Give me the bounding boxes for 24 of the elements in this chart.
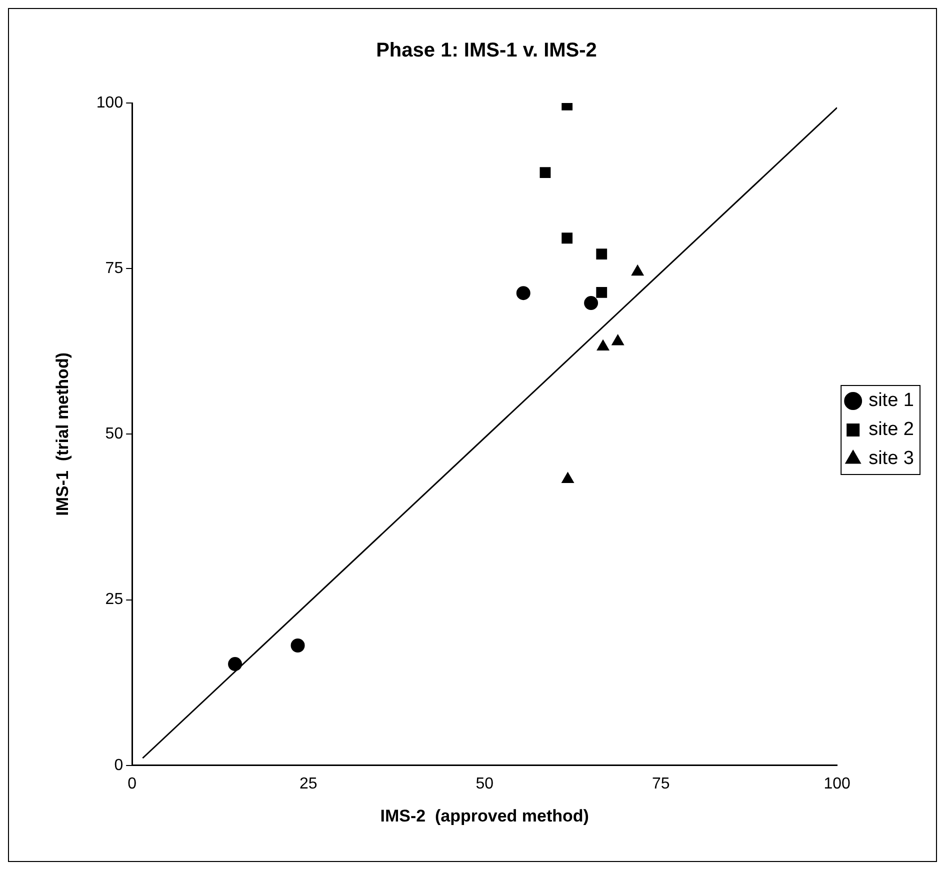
y-tick-label: 0 <box>114 756 124 774</box>
y-axis-title: IMS-1 (trial method) <box>52 352 72 516</box>
x-tick-label: 0 <box>128 775 137 792</box>
point <box>228 657 242 672</box>
point <box>584 296 598 310</box>
x-tick-label: 25 <box>299 775 318 792</box>
y-tick-label: 75 <box>105 260 124 278</box>
point <box>540 167 551 178</box>
point <box>596 286 608 298</box>
legend-label: site 3 <box>868 448 914 470</box>
x-axis-title: IMS-2 (approved method) <box>380 806 589 826</box>
y-tick-label: 25 <box>105 591 124 608</box>
x-tick-label: 75 <box>652 775 670 792</box>
point <box>516 286 530 300</box>
point <box>596 248 608 260</box>
point <box>290 638 305 653</box>
chart-title: Phase 1: IMS-1 v. IMS-2 <box>376 40 597 62</box>
x-tick-label: 50 <box>476 775 494 792</box>
x-tick-label: 100 <box>824 775 851 792</box>
point <box>562 232 573 244</box>
legend-label: site 2 <box>868 419 914 440</box>
y-tick-label: 50 <box>105 426 124 443</box>
legend-label: site 1 <box>868 390 914 412</box>
y-tick-label: 100 <box>96 94 124 112</box>
